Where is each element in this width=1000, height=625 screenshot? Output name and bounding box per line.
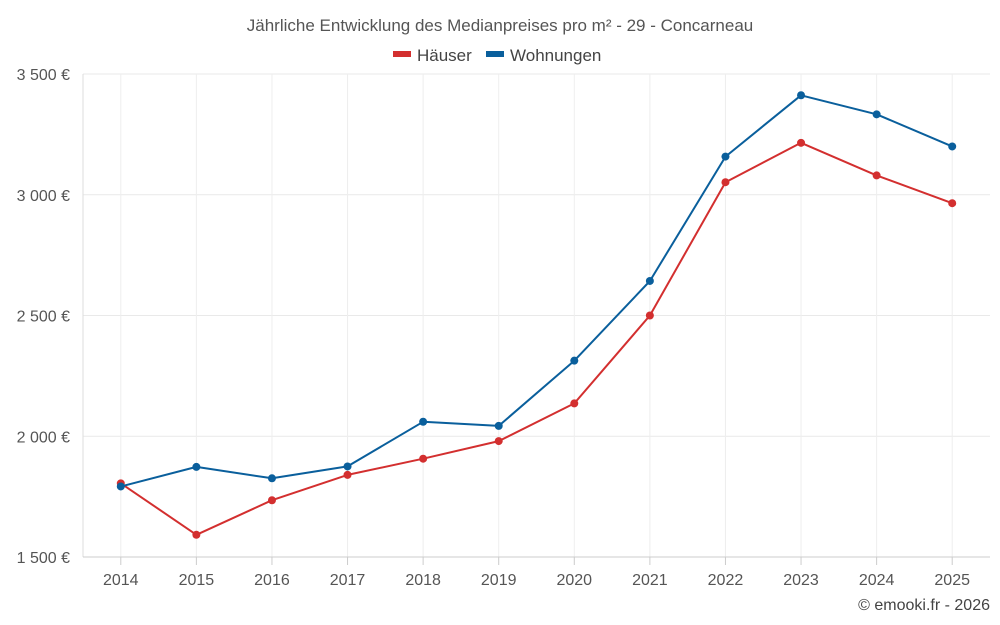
series-layer — [116, 91, 957, 539]
data-point-wohnungen — [343, 462, 352, 471]
data-point-haeuser — [645, 311, 654, 320]
data-point-wohnungen — [570, 356, 579, 365]
data-point-haeuser — [721, 178, 730, 187]
y-tick-label: 2 500 € — [17, 309, 70, 326]
x-tick-label: 2018 — [405, 572, 441, 589]
x-tick-label: 2015 — [179, 572, 215, 589]
data-point-haeuser — [872, 171, 881, 180]
data-point-wohnungen — [721, 152, 730, 161]
axes: 1 500 € 2 000 € 2 500 € 3 000 € 3 500 € 2014 2… — [17, 67, 990, 589]
data-point-haeuser — [570, 399, 579, 408]
data-point-wohnungen — [116, 482, 125, 491]
data-point-wohnungen — [645, 276, 654, 285]
data-point-haeuser — [948, 199, 957, 208]
x-tick-label: 2025 — [934, 572, 970, 589]
x-tick-label: 2023 — [783, 572, 819, 589]
data-point-haeuser — [797, 138, 806, 147]
legend-swatch-wohnungen — [486, 51, 504, 57]
data-point-wohnungen — [494, 421, 503, 430]
data-point-wohnungen — [192, 462, 201, 471]
data-point-haeuser — [419, 454, 428, 463]
x-tick-label: 2016 — [254, 572, 290, 589]
data-point-haeuser — [494, 437, 503, 446]
legend-label-wohnungen[interactable]: Wohnungen — [510, 46, 601, 65]
x-tick-label: 2020 — [556, 572, 592, 589]
series-line-wohnungen — [120, 94, 953, 488]
credit-text: © emooki.fr - 2026 — [858, 597, 990, 614]
data-point-wohnungen — [267, 474, 276, 483]
x-tick-label: 2019 — [481, 572, 517, 589]
x-tick-label: 2014 — [103, 572, 139, 589]
data-point-wohnungen — [872, 110, 881, 119]
y-tick-label: 3 500 € — [17, 67, 70, 84]
x-tick-label: 2024 — [859, 572, 895, 589]
data-point-wohnungen — [948, 142, 957, 151]
legend: Häuser Wohnungen — [393, 46, 601, 65]
chart-title: Jährliche Entwicklung des Medianpreises … — [247, 16, 753, 35]
data-point-haeuser — [343, 470, 352, 479]
series-line-haeuser — [120, 141, 953, 536]
legend-swatch-haeuser — [393, 51, 411, 57]
data-point-haeuser — [192, 530, 201, 539]
y-tick-label: 3 000 € — [17, 188, 70, 205]
data-point-wohnungen — [797, 91, 806, 100]
data-point-haeuser — [267, 496, 276, 505]
data-point-wohnungen — [419, 417, 428, 426]
x-tick-label: 2022 — [708, 572, 744, 589]
y-tick-label: 2 000 € — [17, 429, 70, 446]
x-tick-label: 2017 — [330, 572, 366, 589]
y-tick-label: 1 500 € — [17, 550, 70, 567]
grid — [83, 73, 990, 557]
legend-label-haeuser[interactable]: Häuser — [417, 46, 472, 65]
x-tick-label: 2021 — [632, 572, 668, 589]
